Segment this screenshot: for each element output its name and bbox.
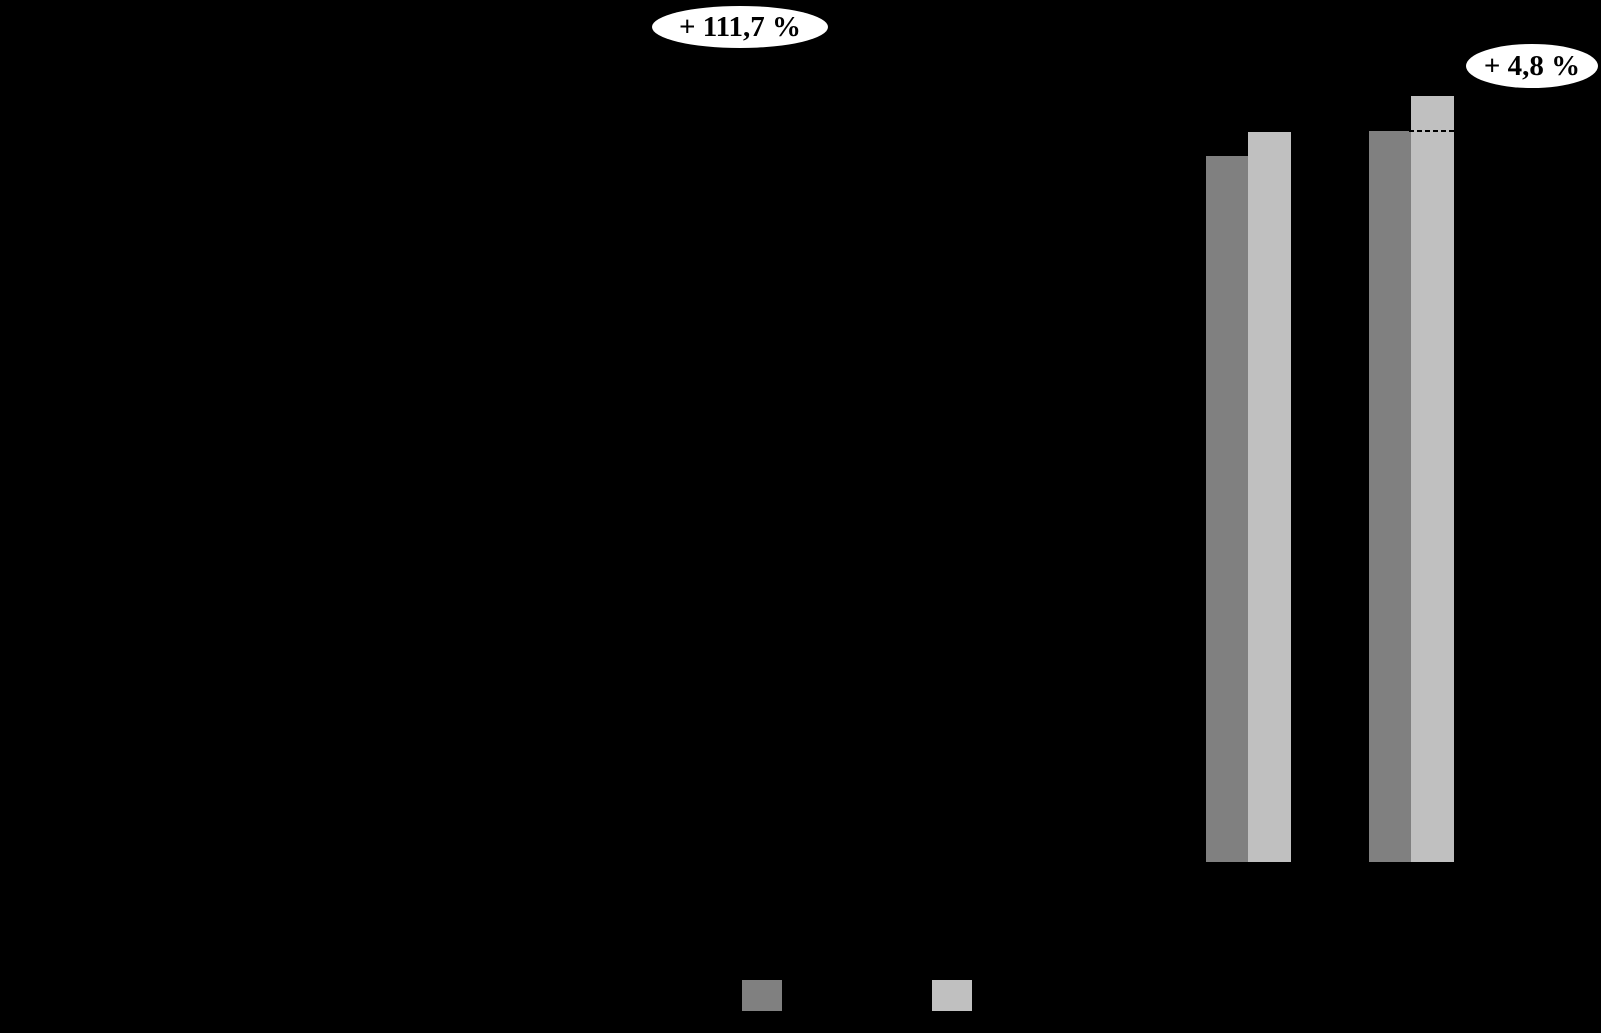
annotation-ellipse-right: + 4,8 % <box>1466 44 1598 88</box>
bar-group2-dark <box>1369 131 1411 862</box>
annotation-left-label: + 111,7 % <box>678 10 802 43</box>
bar-group2-light <box>1411 96 1454 862</box>
annotation-right-label: + 4,8 % <box>1483 49 1581 82</box>
dashed-reference-line <box>1409 130 1455 132</box>
bar-group1-dark <box>1206 156 1248 862</box>
legend-swatch-light <box>932 980 972 1011</box>
annotation-ellipse-left: + 111,7 % <box>652 6 828 48</box>
legend-swatch-dark <box>742 980 782 1011</box>
bar-group1-light <box>1248 132 1291 862</box>
